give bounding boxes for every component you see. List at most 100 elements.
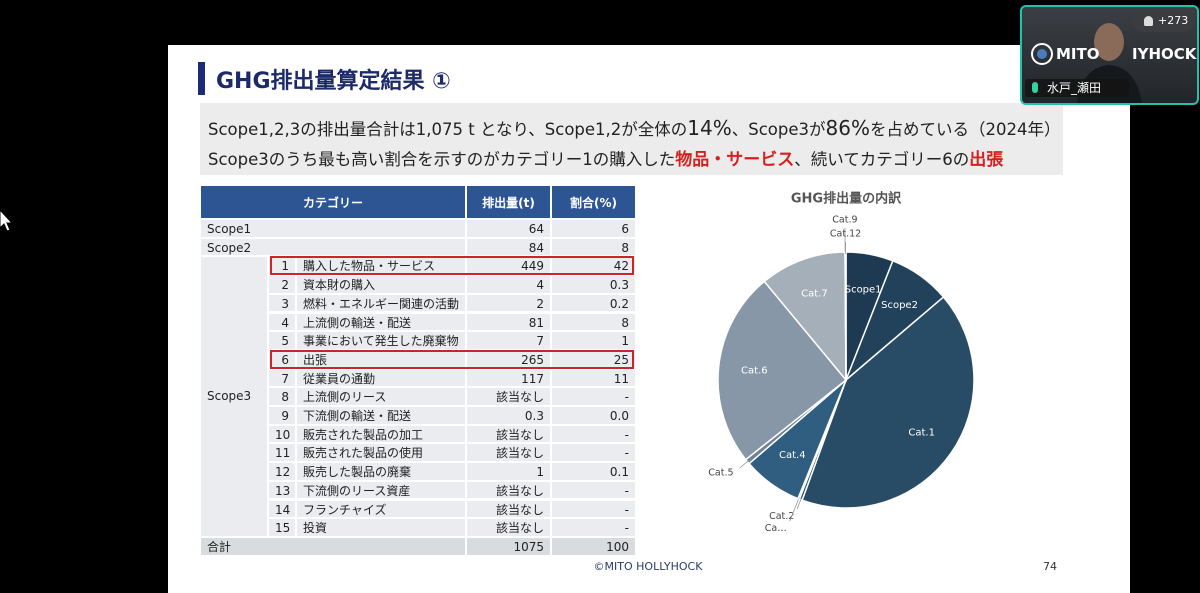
share-cell: 0.1 — [551, 462, 636, 481]
emission-cell: 該当なし — [466, 480, 551, 500]
column-header: カテゴリー — [200, 185, 466, 219]
category-name: 燃料・エネルギー関連の活動 — [296, 293, 466, 313]
emission-table: カテゴリー 排出量(t) 割合(%) Scope1 64 6 Scope2 84 8 Scope3… — [200, 185, 636, 557]
category-name: 出張 — [296, 349, 466, 369]
emission-cell: 4 — [466, 275, 551, 294]
video-tile: MITO IYHOCK 水戸_瀬田 +273 — [1020, 5, 1199, 105]
share-cell: 0.2 — [551, 293, 636, 313]
category-name: 上流側の輸送・配送 — [296, 312, 466, 332]
emission-cell: 該当なし — [466, 518, 551, 537]
share-cell: 8 — [551, 237, 636, 257]
title-bar — [198, 62, 205, 95]
category-name: 下流側のリース資産 — [296, 480, 466, 500]
slice-label: Ca… — [765, 523, 787, 534]
category-number: 7 — [268, 368, 296, 388]
category-name: 販売した製品の廃棄 — [296, 462, 466, 481]
category-number: 4 — [268, 312, 296, 332]
share-cell: 11 — [551, 368, 636, 388]
total-cell: 1075 — [466, 536, 551, 556]
slice-label: Cat.9 — [832, 215, 857, 226]
logo-text: MITO — [1056, 45, 1100, 63]
summary-text: 出張 — [969, 150, 1004, 170]
category-number: 8 — [268, 387, 296, 406]
emission-cell: 2 — [466, 293, 551, 313]
category-name: 従業員の通勤 — [296, 368, 466, 388]
category-name: 投資 — [296, 518, 466, 537]
emission-cell: 81 — [466, 312, 551, 332]
summary-line: Scope3のうち最も高い割合を示すのがカテゴリー1の購入した物品・サービス、続… — [208, 144, 1055, 175]
slice-label: Cat.7 — [801, 288, 828, 299]
row-label: Scope3 — [200, 256, 268, 537]
share-cell: - — [551, 387, 636, 406]
page-number: 74 — [1043, 560, 1057, 573]
slice-label: Cat.6 — [741, 365, 768, 376]
category-number: 9 — [268, 406, 296, 425]
category-number: 15 — [268, 518, 296, 537]
summary-box: Scope1,2,3の排出量合計は1,075 t となり、Scope1,2が全体… — [200, 103, 1063, 175]
share-cell: 0.0 — [551, 406, 636, 425]
emission-cell: 7 — [466, 331, 551, 350]
share-cell: 1 — [551, 331, 636, 350]
emission-cell: 1 — [466, 462, 551, 481]
pie-slice — [717, 280, 848, 461]
mic-icon — [1032, 82, 1038, 93]
slice-label: Cat.12 — [830, 229, 861, 240]
leader-line — [789, 496, 800, 522]
summary-text: 14% — [687, 116, 732, 140]
slice-label: Cat.1 — [908, 428, 935, 439]
category-number: 10 — [268, 424, 296, 444]
slide-title: GHG排出量算定結果 ① — [216, 69, 451, 94]
category-number: 12 — [268, 462, 296, 481]
person-icon — [1144, 16, 1153, 26]
emission-cell: 0.3 — [466, 406, 551, 425]
emission-cell: 該当なし — [466, 499, 551, 519]
slide: GHG排出量算定結果 ① Scope1,2,3の排出量合計は1,075 t とな… — [168, 45, 1130, 593]
summary-text: Scope1,2,3の排出量合計は1,075 t となり、Scope1,2が全体… — [208, 120, 688, 139]
share-cell: - — [551, 424, 636, 444]
pie-chart: GHG排出量の内訳 Scope1 Scope2 Cat.1 Cat.2Ca… Cat.4… — [708, 191, 975, 534]
summary-text: 86% — [825, 116, 870, 140]
category-name: 下流側の輸送・配送 — [296, 406, 466, 425]
slice-label: Cat.5 — [708, 468, 733, 479]
category-name: 上流側のリース — [296, 387, 466, 406]
slice-label: Cat.4 — [779, 450, 806, 461]
category-name: 販売された製品の加工 — [296, 424, 466, 444]
emission-cell: 84 — [466, 237, 551, 257]
leader-line — [739, 460, 750, 469]
share-cell: 6 — [551, 219, 636, 238]
slice-label: Scope2 — [881, 300, 918, 311]
row-label: Scope1 — [200, 219, 466, 238]
category-name: 資本財の購入 — [296, 275, 466, 294]
category-number: 3 — [268, 293, 296, 313]
category-name: 事業において発生した廃棄物 — [296, 331, 466, 350]
summary-text: 、Scope3が — [731, 120, 826, 139]
emission-cell: 該当なし — [466, 443, 551, 463]
total-cell: 合計 — [200, 536, 466, 556]
logo-text: IYHOCK — [1132, 45, 1197, 63]
total-cell: 100 — [551, 536, 636, 556]
pie-slice — [801, 295, 975, 509]
highlight-box — [270, 349, 634, 369]
category-number: 5 — [268, 331, 296, 350]
row-label: Scope2 — [200, 237, 466, 257]
share-cell: 0.3 — [551, 275, 636, 294]
share-cell: - — [551, 480, 636, 500]
emission-cell: 117 — [466, 368, 551, 388]
summary-text: Scope3のうち最も高い割合を示すのがカテゴリー1の購入した — [208, 150, 676, 169]
summary-text: 物品・サービス — [675, 150, 795, 170]
emission-cell: 該当なし — [466, 387, 551, 406]
category-name: 販売された製品の使用 — [296, 443, 466, 463]
footer: ©MITO HOLLYHOCK — [593, 560, 703, 573]
leader-line — [796, 497, 802, 510]
mouse-cursor — [0, 210, 14, 232]
participants-badge[interactable]: +273 — [1132, 10, 1194, 32]
column-header: 排出量(t) — [466, 185, 551, 219]
category-name: フランチャイズ — [296, 499, 466, 519]
summary-text: 、続いてカテゴリー6の — [794, 150, 970, 169]
share-cell: 8 — [551, 312, 636, 332]
highlight-box — [270, 256, 634, 276]
chart-title: GHG排出量の内訳 — [791, 191, 902, 207]
summary-line: Scope1,2,3の排出量合計は1,075 t となり、Scope1,2が全体… — [208, 113, 1060, 144]
share-cell: - — [551, 518, 636, 537]
